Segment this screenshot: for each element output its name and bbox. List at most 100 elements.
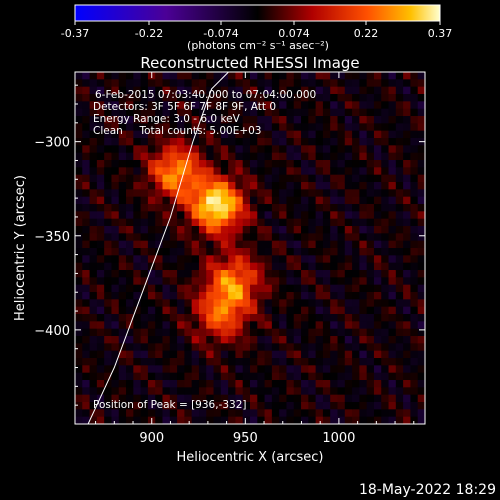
heatmap-cell: [75, 328, 83, 337]
heatmap-cell: [417, 380, 425, 388]
heatmap-cell: [366, 358, 375, 366]
heatmap-cell: [198, 314, 207, 322]
heatmap-cell: [293, 152, 302, 161]
heatmap-cell: [228, 372, 237, 381]
heatmap-cell: [235, 343, 244, 352]
heatmap-cell: [133, 218, 142, 227]
heatmap-cell: [264, 416, 273, 424]
heatmap-cell: [96, 321, 105, 330]
heatmap-cell: [322, 336, 331, 344]
heatmap-cell: [417, 394, 425, 403]
heatmap-cell: [118, 145, 127, 154]
heatmap-cell: [279, 372, 288, 381]
heatmap-cell: [337, 328, 346, 337]
heatmap-cell: [381, 328, 390, 337]
heatmap-cell: [213, 299, 222, 308]
heatmap-cell: [104, 409, 113, 418]
heatmap-cell: [155, 240, 164, 249]
heatmap-cell: [388, 226, 397, 234]
heatmap-cell: [293, 101, 302, 110]
heatmap-cell: [359, 336, 368, 344]
heatmap-cell: [96, 380, 105, 388]
heatmap-cell: [301, 240, 309, 249]
heatmap-cell: [301, 365, 309, 374]
heatmap-cell: [315, 394, 324, 403]
heatmap-cell: [315, 387, 324, 396]
heatmap-cell: [322, 101, 331, 110]
heatmap-cell: [206, 299, 215, 308]
heatmap-cell: [381, 343, 390, 352]
heatmap-cell: [184, 86, 193, 95]
heatmap-cell: [344, 402, 353, 410]
heatmap-cell: [410, 336, 419, 344]
heatmap-cell: [220, 138, 229, 146]
heatmap-cell: [162, 160, 171, 168]
heatmap-cell: [381, 402, 390, 410]
heatmap-cell: [242, 336, 251, 344]
heatmap-cell: [286, 72, 295, 80]
heatmap-cell: [177, 380, 185, 388]
heatmap-cell: [133, 299, 142, 308]
heatmap-cell: [410, 145, 419, 154]
heatmap-cell: [75, 123, 83, 132]
heatmap-cell: [315, 350, 324, 359]
heatmap-cell: [352, 160, 360, 168]
heatmap-cell: [96, 138, 105, 146]
heatmap-cell: [373, 108, 382, 117]
heatmap-cell: [228, 350, 237, 359]
heatmap-cell: [206, 365, 215, 374]
heatmap-cell: [359, 130, 368, 139]
heatmap-cell: [242, 218, 251, 227]
heatmap-cell: [89, 299, 98, 308]
heatmap-cell: [104, 343, 113, 352]
heatmap-cell: [111, 138, 120, 146]
heatmap-cell: [286, 394, 295, 403]
heatmap-cell: [228, 248, 237, 256]
heatmap-cell: [417, 182, 425, 190]
heatmap-cell: [191, 160, 200, 168]
heatmap-cell: [140, 196, 149, 205]
heatmap-cell: [286, 358, 295, 366]
heatmap-cell: [344, 211, 353, 220]
heatmap-cell: [220, 372, 229, 381]
heatmap-cell: [257, 394, 266, 403]
heatmap-cell: [250, 336, 258, 344]
heatmap-cell: [206, 211, 215, 220]
heatmap-cell: [169, 86, 178, 95]
heatmap-cell: [271, 130, 280, 139]
heatmap-cell: [381, 292, 390, 300]
heatmap-cell: [330, 152, 339, 161]
heatmap-cell: [264, 372, 273, 381]
heatmap-cell: [381, 299, 390, 308]
heatmap-cell: [286, 262, 295, 271]
heatmap-cell: [111, 94, 120, 102]
heatmap-cell: [111, 248, 120, 256]
heatmap-cell: [344, 204, 353, 212]
heatmap-cell: [235, 365, 244, 374]
heatmap-cell: [140, 233, 149, 242]
heatmap-cell: [133, 321, 142, 330]
heatmap-cell: [126, 138, 134, 146]
heatmap-cell: [344, 387, 353, 396]
heatmap-cell: [286, 79, 295, 88]
heatmap-cell: [111, 277, 120, 286]
heatmap-cell: [89, 101, 98, 110]
heatmap-cell: [220, 270, 229, 278]
heatmap-cell: [271, 123, 280, 132]
heatmap-cell: [133, 130, 142, 139]
heatmap-cell: [177, 167, 185, 176]
heatmap-cell: [220, 394, 229, 403]
heatmap-cell: [140, 255, 149, 264]
heatmap-cell: [344, 394, 353, 403]
heatmap-cell: [395, 284, 404, 293]
heatmap-cell: [242, 365, 251, 374]
heatmap-cell: [111, 343, 120, 352]
heatmap-cell: [169, 79, 178, 88]
heatmap-cell: [126, 240, 134, 249]
heatmap-cell: [337, 380, 346, 388]
heatmap-cell: [89, 204, 98, 212]
heatmap-cell: [118, 240, 127, 249]
heatmap-cell: [169, 292, 178, 300]
heatmap-cell: [388, 79, 397, 88]
heatmap-cell: [344, 343, 353, 352]
